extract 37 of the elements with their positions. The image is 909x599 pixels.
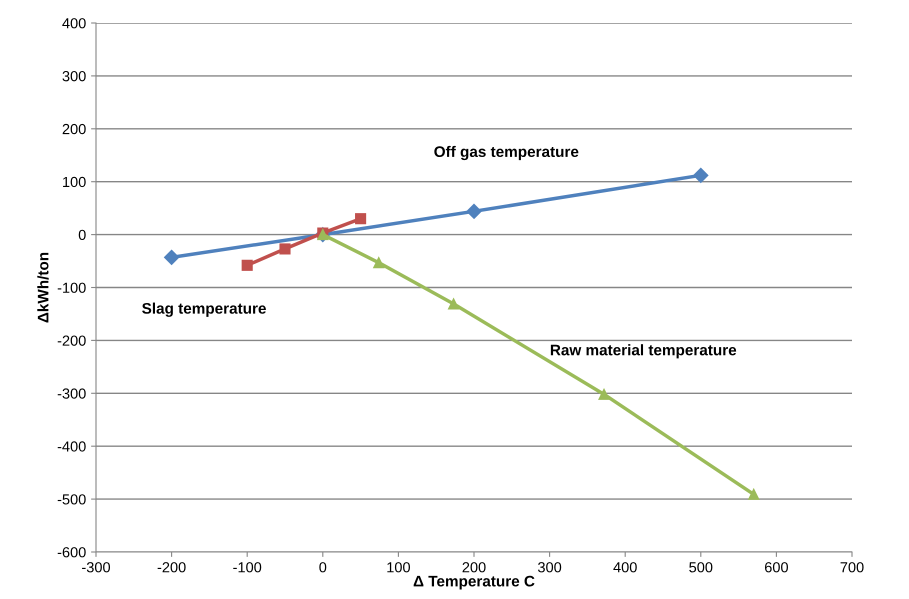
point: [448, 298, 460, 310]
point: [466, 204, 482, 219]
point: [279, 243, 291, 254]
y-tick-label: 100: [63, 176, 86, 188]
x-tick-label: 400: [613, 562, 637, 572]
text: Off gas temperature: [434, 146, 578, 160]
y-tick-label: -500: [58, 494, 86, 505]
x-tick-label: -200: [158, 562, 186, 572]
x-tick-label: 0: [319, 562, 326, 572]
point: [164, 250, 180, 265]
y-tick-label: 0: [78, 230, 86, 240]
x-tick-label: 100: [387, 562, 410, 572]
point: [693, 168, 708, 183]
x-tick-label: 600: [764, 562, 788, 572]
point: [355, 213, 366, 224]
y-tick-label: 200: [62, 124, 86, 134]
point: [242, 260, 253, 271]
x-tick-label: -100: [233, 562, 262, 572]
y-tick-label: -600: [58, 547, 86, 558]
x-tick-label: 300: [538, 562, 562, 572]
y-tick-label: 300: [62, 71, 86, 82]
x-axis-title: Δ Temperature C: [414, 576, 535, 590]
y-tick-label: 400: [62, 18, 86, 28]
y-tick-label: -300: [58, 388, 86, 399]
x-tick-label: 700: [840, 562, 864, 572]
point: [748, 488, 760, 500]
point: [598, 388, 610, 400]
y-tick-label: -400: [58, 441, 86, 452]
y-axis-title: ΔkWh/ton: [37, 252, 49, 322]
text: Slag temperature: [142, 302, 266, 317]
y-tick-label: -200: [58, 336, 86, 346]
x-tick-label: 500: [689, 562, 712, 572]
x-tick-label: -300: [82, 562, 110, 572]
point: [373, 257, 384, 268]
x-tick-label: 200: [462, 562, 486, 572]
series-label: Raw material temperature: [550, 344, 736, 358]
y-tick-label: -100: [58, 282, 86, 293]
